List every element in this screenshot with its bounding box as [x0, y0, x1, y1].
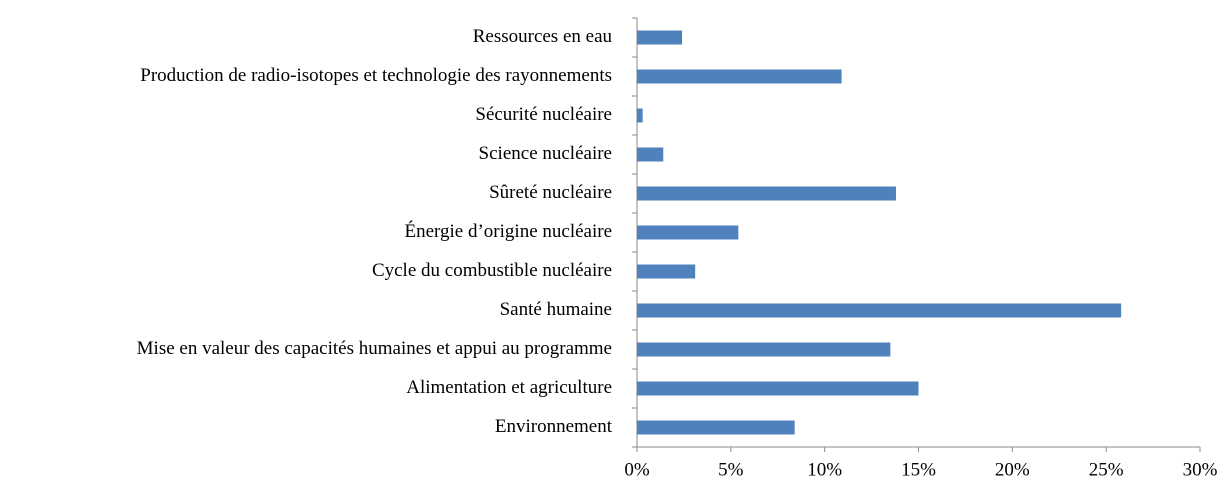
x-tick-label: 20% [995, 459, 1030, 480]
y-tick-label: Environnement [495, 416, 613, 437]
x-tick-label: 5% [718, 459, 744, 480]
bar [637, 420, 795, 435]
y-tick-label: Ressources en eau [473, 26, 613, 47]
y-tick-label: Science nucléaire [479, 143, 612, 164]
y-tick-label: Santé humaine [500, 299, 612, 320]
x-tick-label: 10% [807, 459, 842, 480]
y-tick-label: Énergie d’origine nucléaire [405, 220, 613, 242]
y-tick-label: Sûreté nucléaire [489, 182, 612, 203]
y-tick-label: Cycle du combustible nucléaire [372, 260, 612, 281]
bar [637, 225, 739, 240]
bar [637, 69, 842, 84]
y-tick-label: Sécurité nucléaire [475, 104, 612, 125]
x-tick-label: 15% [901, 459, 936, 480]
x-tick-label: 25% [1089, 459, 1124, 480]
bar [637, 264, 696, 279]
y-tick-label: Production de radio-isotopes et technolo… [140, 65, 612, 86]
bar [637, 30, 683, 45]
bar [637, 147, 664, 162]
y-tick-label: Alimentation et agriculture [406, 377, 612, 398]
x-tick-label: 30% [1183, 459, 1218, 480]
bar [637, 381, 919, 396]
bar [637, 108, 643, 123]
bar [637, 303, 1122, 318]
bar [637, 342, 891, 357]
y-tick-label: Mise en valeur des capacités humaines et… [137, 338, 612, 359]
bar [637, 186, 896, 201]
x-tick-label: 0% [624, 459, 650, 480]
